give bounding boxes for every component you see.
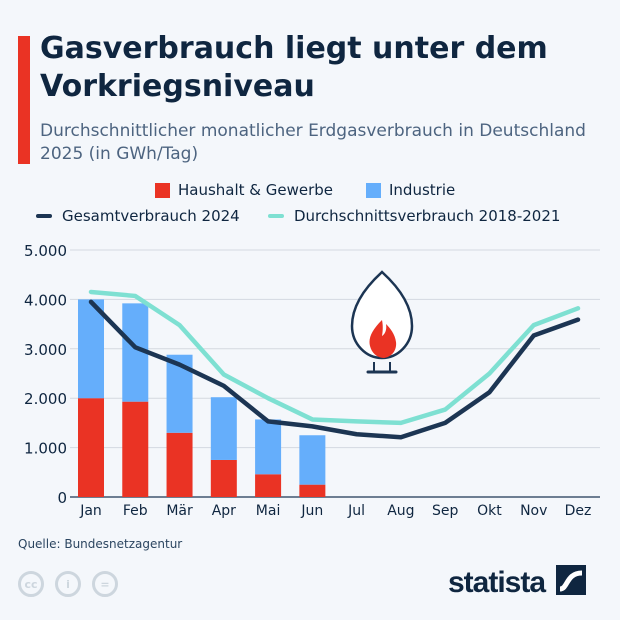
- x-tick-label: Feb: [123, 503, 148, 519]
- legend-line-gesamt: [36, 214, 52, 218]
- bar-industrie: [78, 299, 104, 399]
- line-durchschnitt: [88, 289, 581, 426]
- y-tick-label: 0: [57, 489, 67, 507]
- no-derivatives-icon[interactable]: =: [92, 571, 118, 597]
- y-tick-label: 2.000: [24, 390, 67, 408]
- x-tick-label: Jun: [300, 503, 323, 519]
- legend-line-durchschnitt: [268, 214, 284, 218]
- legend-item-industrie: Industrie: [366, 181, 455, 199]
- x-tick-label: Dez: [565, 503, 592, 519]
- source-note: Quelle: Bundesnetzagentur: [18, 537, 183, 551]
- x-tick-label: Nov: [520, 503, 547, 519]
- brand-name: statista: [448, 566, 546, 599]
- bar-haushalt: [210, 459, 237, 497]
- bar-industrie: [210, 397, 237, 460]
- gas-flame-icon: [350, 270, 414, 374]
- line-gesamt-2024: [88, 299, 581, 440]
- bar-industrie: [299, 435, 326, 485]
- x-tick-label: Apr: [212, 503, 236, 519]
- legend-label: Haushalt & Gewerbe: [178, 181, 334, 199]
- attribution-icon[interactable]: i: [55, 571, 81, 597]
- bar-haushalt: [255, 474, 282, 497]
- x-tick-label: Mär: [166, 503, 193, 519]
- y-tick-label: 3.000: [24, 341, 67, 359]
- bar-haushalt: [78, 398, 104, 497]
- x-tick-label: Jan: [79, 503, 102, 519]
- legend-item-durchschnitt: Durchschnittsverbrauch 2018-2021: [268, 207, 560, 225]
- legend-label: Durchschnittsverbrauch 2018-2021: [294, 207, 561, 225]
- legend-item-haushalt: Haushalt & Gewerbe: [155, 181, 333, 199]
- x-tick-label: Okt: [477, 503, 502, 519]
- legend-item-gesamt: Gesamtverbrauch 2024: [36, 207, 240, 225]
- y-tick-label: 1.000: [24, 440, 67, 458]
- title-accent-bar: [18, 36, 30, 164]
- bar-industrie: [255, 419, 282, 475]
- x-tick-label: Jul: [347, 503, 365, 519]
- x-tick-label: Mai: [256, 503, 281, 519]
- bar-haushalt: [166, 432, 193, 497]
- y-tick-label: 5.000: [24, 242, 67, 260]
- statista-logo[interactable]: statista: [448, 565, 587, 600]
- y-tick-label: 4.000: [24, 291, 67, 309]
- legend-label: Gesamtverbrauch 2024: [62, 207, 240, 225]
- bar-haushalt: [122, 401, 149, 497]
- legend-label: Industrie: [389, 181, 456, 199]
- bar-haushalt: [299, 484, 326, 497]
- page-subtitle: Durchschnittlicher monatlicher Erdgasver…: [40, 121, 586, 164]
- statista-logo-icon: [556, 565, 587, 595]
- x-tick-label: Aug: [387, 503, 414, 519]
- legend-swatch-industrie: [366, 182, 381, 198]
- legend-swatch-haushalt: [155, 182, 170, 198]
- x-tick-label: Sep: [432, 503, 459, 519]
- cc-icon[interactable]: cc: [18, 571, 44, 597]
- page-title: Gasverbrauch liegt unter dem Vorkriegsni…: [40, 31, 548, 104]
